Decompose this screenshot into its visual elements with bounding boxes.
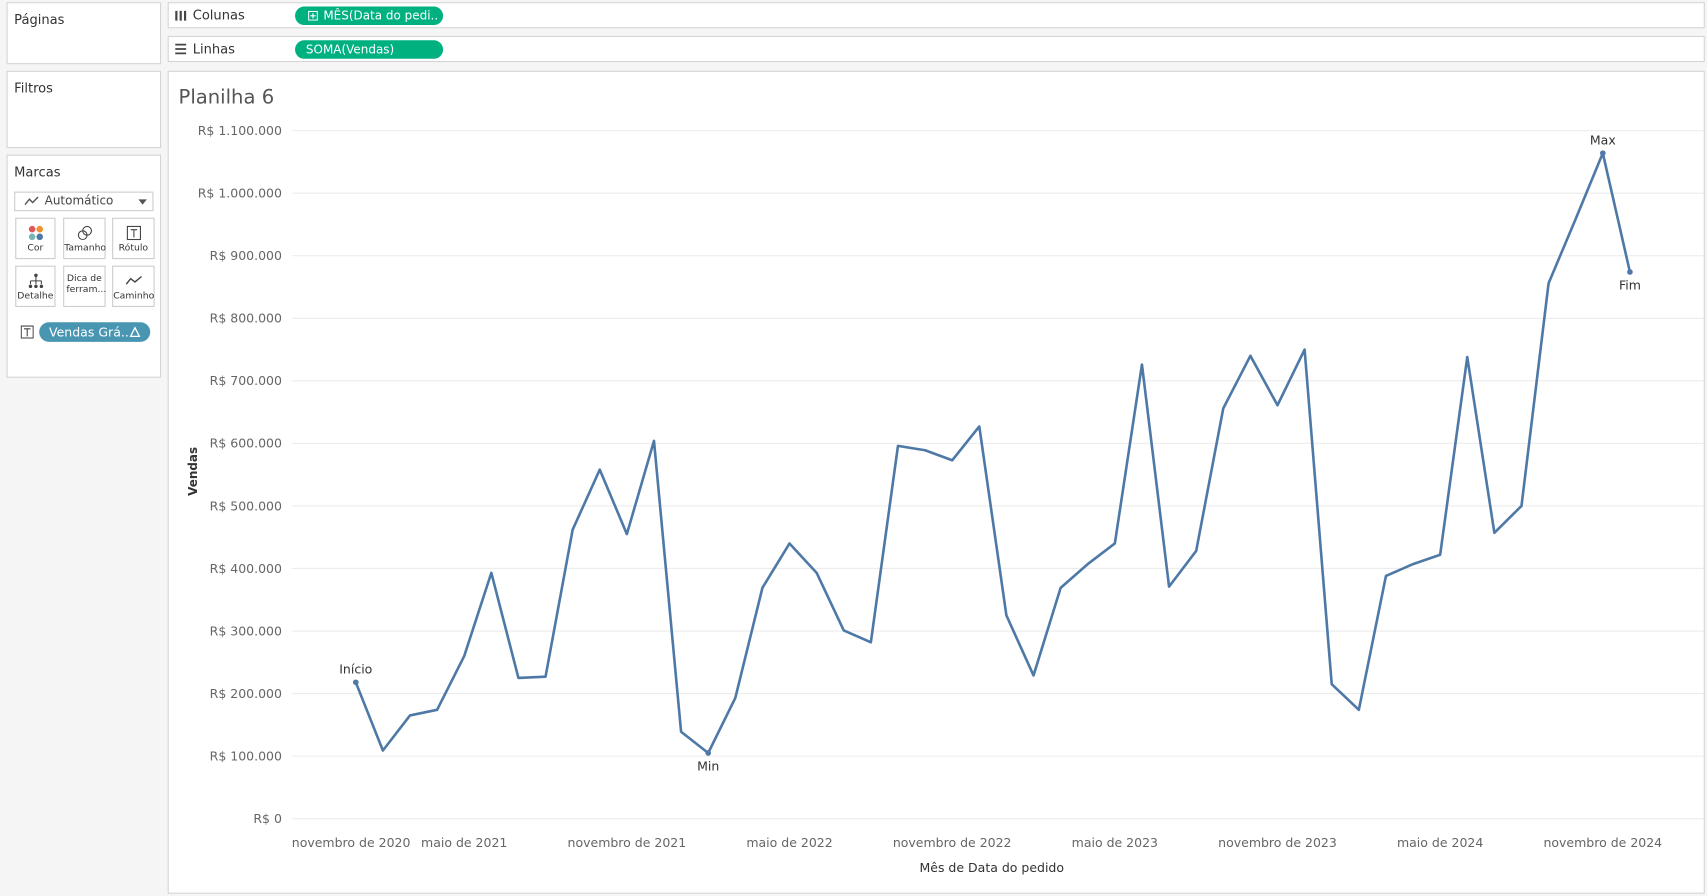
mark-card[interactable]: Detalhe <box>15 265 56 307</box>
pill-label: Vendas Grá.. <box>48 324 129 340</box>
card-label: Rótulo <box>118 242 149 254</box>
y-tick-label: R$ 700.000 <box>210 373 282 388</box>
rows-pill[interactable]: SOMA(Vendas) <box>295 40 444 59</box>
panel-title: Páginas <box>14 11 65 28</box>
card-label: Detalhe <box>17 290 54 302</box>
annotation-dot <box>1599 150 1606 156</box>
y-tick-label: R$ 100.000 <box>210 748 282 763</box>
annotation-dot <box>1627 269 1633 275</box>
annotation: Fim <box>1619 277 1641 292</box>
x-tick-label: novembro de 2022 <box>893 835 1012 850</box>
x-tick-label: maio de 2022 <box>746 835 832 850</box>
filters-panel: Filtros <box>6 70 162 149</box>
annotation: Max <box>1590 132 1616 147</box>
x-tick-label: novembro de 2023 <box>1218 835 1337 850</box>
annotation-dot <box>705 750 712 756</box>
mark-card[interactable]: Tamanho <box>63 217 107 260</box>
columns-icon <box>175 10 187 21</box>
x-tick-label: maio de 2023 <box>1072 835 1158 850</box>
label-icon <box>20 325 34 339</box>
x-tick-label: maio de 2024 <box>1397 835 1483 850</box>
columns-shelf: Colunas MÊS(Data do pedi.. <box>167 2 1705 29</box>
x-tick-label: maio de 2021 <box>421 835 507 850</box>
rows-icon <box>175 43 187 55</box>
y-tick-label: R$ 1.000.000 <box>198 186 282 201</box>
delta-icon <box>129 326 141 338</box>
mark-card[interactable]: Rótulo <box>112 217 155 260</box>
mark-card[interactable]: Dica de ferram... <box>63 265 107 307</box>
mark-type: Automático <box>44 193 114 208</box>
pill-label: MÊS(Data do pedi.. <box>323 8 439 23</box>
y-tick-label: R$ 300.000 <box>210 623 282 638</box>
y-tick-label: R$ 500.000 <box>210 498 282 513</box>
line-icon <box>24 196 39 206</box>
mark-pill[interactable]: Vendas Grá.. <box>39 322 151 342</box>
annotation-dot <box>352 679 359 686</box>
card-label: Caminho <box>113 290 155 302</box>
mark-card[interactable]: Caminho <box>112 265 155 307</box>
x-tick-label: novembro de 2021 <box>568 835 687 850</box>
y-tick-label: R$ 600.000 <box>210 436 282 451</box>
columns-pill[interactable]: MÊS(Data do pedi.. <box>295 6 444 26</box>
mark-card[interactable]: Cor <box>15 217 56 260</box>
annotation: Min <box>697 758 719 773</box>
panel-title: Marcas <box>14 164 61 180</box>
pages-panel: Páginas <box>6 2 162 65</box>
annotation: Início <box>339 662 372 677</box>
shelf-label: Colunas <box>192 7 245 23</box>
y-tick-label: R$ 900.000 <box>210 248 282 263</box>
pill-label: SOMA(Vendas) <box>305 42 395 57</box>
card-label: Tamanho <box>64 242 107 254</box>
y-tick-label: R$ 200.000 <box>210 686 282 701</box>
y-axis-label: Vendas <box>186 447 200 496</box>
x-axis-label: Mês de Data do pedido <box>919 860 1064 875</box>
y-tick-label: R$ 0 <box>253 811 282 826</box>
caret <box>138 199 147 205</box>
y-tick-label: R$ 400.000 <box>210 561 282 576</box>
mark-type-dropdown[interactable]: Automático <box>14 191 154 212</box>
x-tick-label: novembro de 2024 <box>1543 835 1662 850</box>
rows-shelf: Linhas SOMA(Vendas) <box>167 35 1705 63</box>
shelf-label: Linhas <box>192 41 235 57</box>
marks-panel: Marcas Automático Cor Tamanho Rótulo Det… <box>6 154 162 378</box>
x-tick-label: novembro de 2020 <box>292 835 411 850</box>
y-tick-label: R$ 800.000 <box>210 311 282 326</box>
card-label: Cor <box>27 242 44 254</box>
panel-title: Filtros <box>14 80 53 96</box>
line <box>354 151 1632 755</box>
card-label: Dica de ferram... <box>66 273 107 296</box>
y-tick-label: R$ 1.100.000 <box>198 123 282 138</box>
chart-title: Planilha 6 <box>179 85 275 108</box>
